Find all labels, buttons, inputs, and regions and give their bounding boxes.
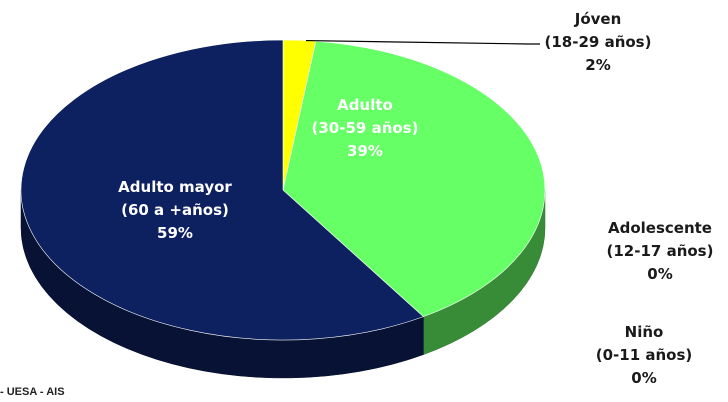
label-adolescente: Adolescente (12-17 años) 0% <box>607 219 714 283</box>
leader-lines <box>306 39 540 45</box>
pie-slice-adulto <box>282 40 546 317</box>
leader-line-jóven <box>306 39 540 45</box>
label-adulto: Adulto (30-59 años) 39% <box>312 96 419 160</box>
pie-slice-adulto-mayor <box>20 39 424 341</box>
slice-labels: Jóven (18-29 años) 2% Adulto (30-59 años) 39%… <box>118 10 713 387</box>
label-jóven: Jóven (18-29 años) 2% <box>545 10 652 74</box>
source-note: - UESA - AIS <box>0 386 65 398</box>
pie-top <box>20 39 546 341</box>
label-adulto-mayor: Adulto mayor (60 a +años) 59% <box>118 178 232 242</box>
label-niño: Niño (0-11 años) 0% <box>596 323 693 387</box>
